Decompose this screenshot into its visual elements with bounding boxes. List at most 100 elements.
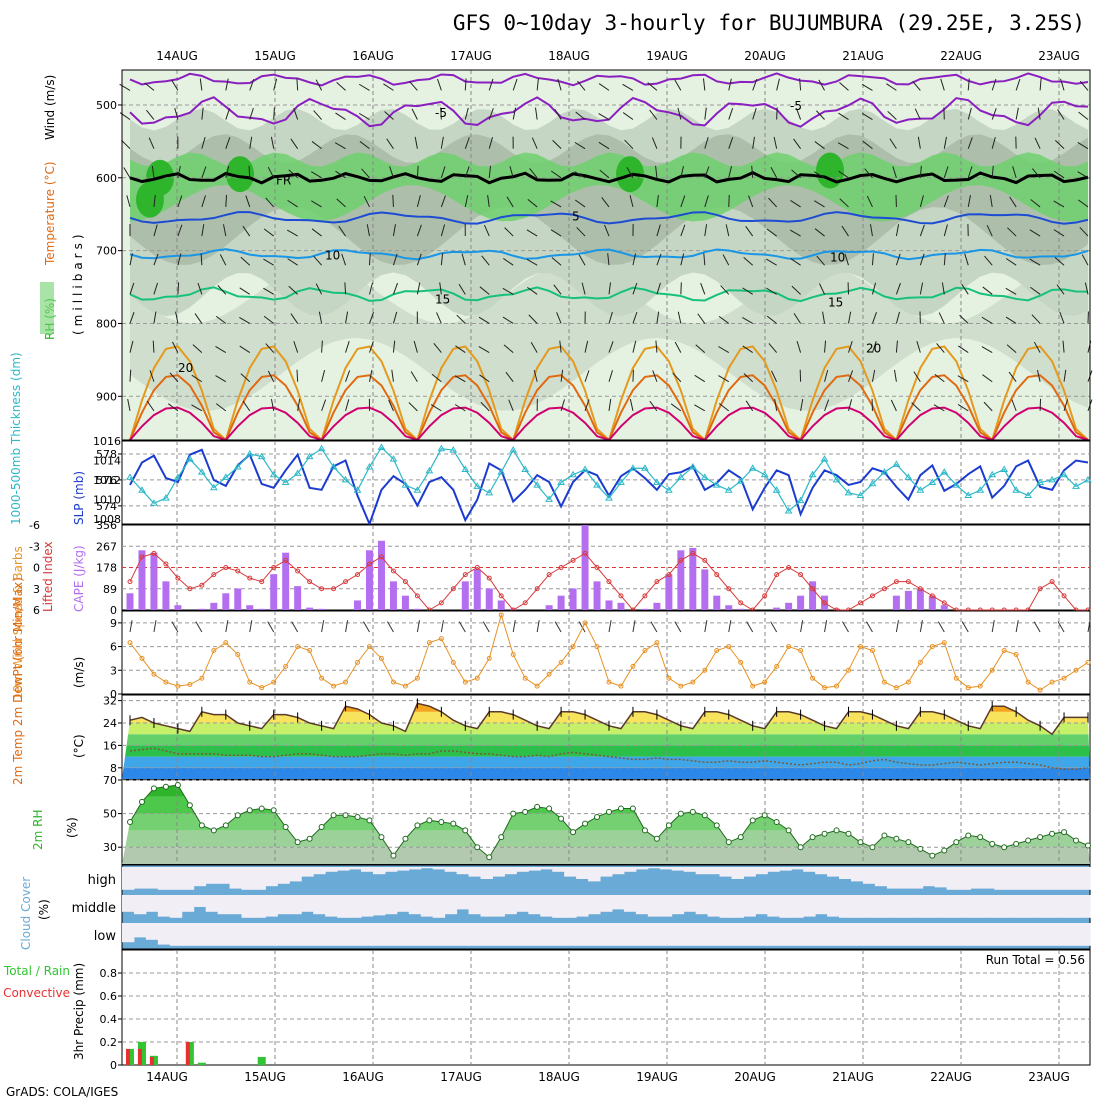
wind-barb <box>768 197 778 208</box>
cape-bars <box>126 525 948 610</box>
cape-bar <box>222 593 230 610</box>
cloud-cell <box>1042 895 1055 918</box>
li-line <box>129 552 1088 611</box>
cloud-cell <box>815 867 828 875</box>
cloud-cell <box>384 895 398 915</box>
wind-barb <box>895 311 901 324</box>
wind10-marker <box>367 644 372 650</box>
slp-tick-visible: 1014 <box>93 455 121 468</box>
li-marker <box>690 550 696 556</box>
wind-barb <box>488 165 492 178</box>
cape-bar <box>725 605 733 610</box>
wind-barb <box>581 282 586 295</box>
rh2m-marker <box>294 839 301 846</box>
wind-barb <box>174 107 179 120</box>
thickness-marker <box>1060 470 1068 478</box>
thickness-marker <box>928 478 937 485</box>
wind-barb <box>655 165 658 178</box>
rh2m-marker <box>366 817 373 824</box>
cape-bar <box>593 581 601 610</box>
wind-barb <box>574 199 586 208</box>
wind-barb <box>334 142 346 150</box>
li-marker <box>762 593 768 599</box>
wind-barb <box>577 80 586 91</box>
wind-barb <box>839 198 849 208</box>
rh2m-marker <box>869 844 876 851</box>
precip-total-label: Total / Rain <box>3 964 70 978</box>
wind-barb <box>895 282 901 295</box>
cloud-cell <box>217 867 231 884</box>
li-tick-label: 0 <box>33 562 40 575</box>
wind-barb <box>297 398 301 411</box>
cloud-cell <box>1078 895 1091 918</box>
wind10-marker <box>522 675 528 681</box>
wind-barb <box>584 370 590 382</box>
cape-bar <box>413 608 421 610</box>
cloud-cell <box>862 895 876 918</box>
cloud-cell <box>803 867 816 872</box>
cloud-cell <box>886 895 900 918</box>
wind-barb <box>598 141 610 150</box>
thickness-marker <box>389 455 398 462</box>
wind-barb <box>433 342 442 353</box>
cloud-cell <box>994 867 1007 890</box>
thickness-marker <box>377 443 386 450</box>
wind-barb <box>718 315 730 324</box>
cloud-cell <box>946 923 960 946</box>
cloud-cell <box>1042 923 1055 946</box>
wind-barb <box>822 311 826 324</box>
wind-barb <box>656 253 662 266</box>
wind-barb <box>943 136 947 149</box>
wind-barb <box>680 253 685 266</box>
wind-barb <box>774 398 778 411</box>
wind-barb <box>791 169 801 179</box>
wind-barb <box>674 341 682 353</box>
cloud-cell <box>683 867 697 872</box>
wind-barb <box>392 224 396 237</box>
precip-ticks: 0.8 0.6 0.4 0.2 0 <box>100 967 122 1072</box>
thickness-marker <box>413 486 422 493</box>
li-marker <box>187 586 193 592</box>
thickness-marker <box>617 478 625 485</box>
wind-barb <box>315 79 323 91</box>
cape-bar <box>389 581 397 610</box>
wind-barb <box>982 374 993 383</box>
wind-barb <box>153 194 156 207</box>
cloud-cell <box>528 923 541 946</box>
cloud-cell <box>361 867 374 872</box>
wind-barb <box>728 78 732 91</box>
wind-barb <box>967 195 971 208</box>
cloud-cell <box>898 923 912 946</box>
cloud-cell <box>635 867 649 870</box>
cape-bar <box>785 602 793 610</box>
wind-barb <box>1057 109 1065 120</box>
wind-barb <box>991 108 997 120</box>
wind-barb <box>1029 258 1041 266</box>
slp-panel-frame <box>121 440 1091 525</box>
bottom-date-label: 23AUG <box>1028 1070 1070 1084</box>
thickness-marker <box>1072 482 1080 489</box>
cloud-cell <box>1042 867 1055 890</box>
rh2m-marker <box>138 798 145 805</box>
wind-barb <box>575 111 586 120</box>
thickness-marker <box>401 481 410 488</box>
cloud-cell <box>181 923 195 946</box>
wind-barb <box>752 78 758 91</box>
cloud-cell <box>372 923 386 946</box>
thickness-marker <box>772 486 781 493</box>
wind-barb <box>848 370 854 382</box>
wind-barb <box>552 139 562 150</box>
wind-barb <box>866 195 873 208</box>
li-marker <box>283 557 289 563</box>
wind10-marker <box>414 675 420 681</box>
wind-barb <box>814 228 825 237</box>
cloud-cell <box>695 895 709 915</box>
cloud-cell <box>743 895 756 917</box>
wind-barb <box>263 258 274 266</box>
contour-minus5 <box>129 96 1089 128</box>
wind-barb <box>392 340 396 353</box>
wind-barb <box>680 224 686 237</box>
axis-tick-label: 800 <box>96 317 117 330</box>
li-marker <box>774 572 780 578</box>
cloud-cell <box>564 895 577 918</box>
